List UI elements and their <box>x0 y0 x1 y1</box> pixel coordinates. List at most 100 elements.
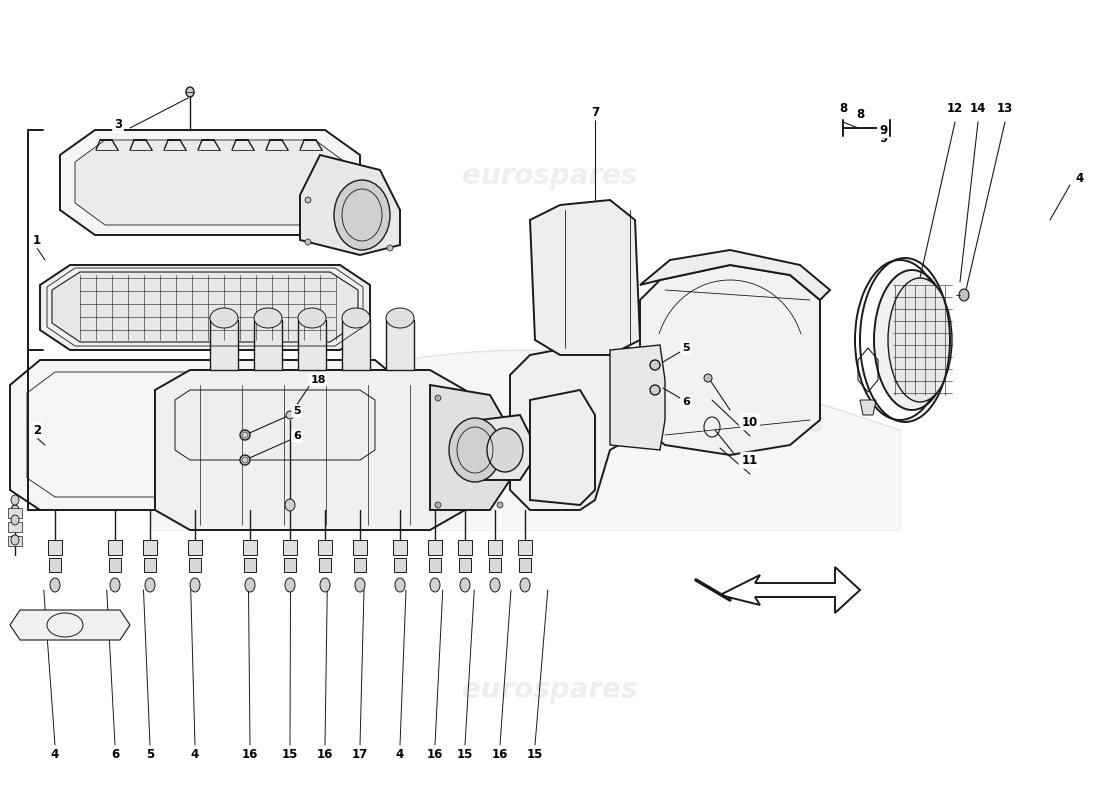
Polygon shape <box>393 540 407 555</box>
Polygon shape <box>143 540 157 555</box>
Text: 15: 15 <box>282 749 298 762</box>
Ellipse shape <box>186 87 194 97</box>
Ellipse shape <box>11 535 19 545</box>
Polygon shape <box>480 415 530 480</box>
Polygon shape <box>8 508 22 518</box>
Polygon shape <box>109 558 121 572</box>
Polygon shape <box>342 320 370 370</box>
Text: 4: 4 <box>191 749 199 762</box>
Ellipse shape <box>888 278 952 402</box>
Polygon shape <box>210 320 238 370</box>
Text: 15: 15 <box>456 749 473 762</box>
Polygon shape <box>318 540 332 555</box>
Ellipse shape <box>434 502 441 508</box>
Ellipse shape <box>240 430 250 440</box>
Polygon shape <box>518 540 532 555</box>
Text: 2: 2 <box>33 423 41 437</box>
Polygon shape <box>50 558 60 572</box>
Ellipse shape <box>210 308 238 328</box>
Text: 6: 6 <box>111 749 119 762</box>
Polygon shape <box>430 385 510 510</box>
Ellipse shape <box>704 374 712 382</box>
Polygon shape <box>300 155 400 255</box>
Ellipse shape <box>50 578 60 592</box>
Text: 11: 11 <box>741 454 758 466</box>
Text: 16: 16 <box>427 749 443 762</box>
Polygon shape <box>75 140 345 225</box>
Text: eurospares: eurospares <box>462 676 638 704</box>
Ellipse shape <box>650 360 660 370</box>
Ellipse shape <box>959 289 969 301</box>
Polygon shape <box>428 540 442 555</box>
Text: eurospares: eurospares <box>462 162 638 190</box>
Text: 5: 5 <box>682 343 690 353</box>
Polygon shape <box>10 360 405 510</box>
Ellipse shape <box>11 535 19 545</box>
Text: 10: 10 <box>741 415 758 429</box>
Polygon shape <box>458 540 472 555</box>
Polygon shape <box>530 390 595 505</box>
Ellipse shape <box>298 308 326 328</box>
Polygon shape <box>155 370 465 530</box>
Polygon shape <box>189 558 201 572</box>
Ellipse shape <box>874 270 950 410</box>
Text: 17: 17 <box>352 749 368 762</box>
Polygon shape <box>298 320 326 370</box>
Polygon shape <box>175 390 375 460</box>
Ellipse shape <box>497 502 503 508</box>
Polygon shape <box>459 558 471 572</box>
Polygon shape <box>48 540 62 555</box>
Polygon shape <box>394 558 406 572</box>
Ellipse shape <box>285 499 295 511</box>
Polygon shape <box>8 522 22 532</box>
Text: 13: 13 <box>997 102 1013 114</box>
Text: 7: 7 <box>591 106 600 118</box>
Ellipse shape <box>650 385 660 395</box>
Ellipse shape <box>490 578 500 592</box>
Text: 15: 15 <box>527 749 543 762</box>
Text: 8: 8 <box>839 102 847 114</box>
Polygon shape <box>188 540 202 555</box>
Polygon shape <box>244 558 256 572</box>
Polygon shape <box>284 558 296 572</box>
Ellipse shape <box>449 418 500 482</box>
Text: 4: 4 <box>51 749 59 762</box>
Polygon shape <box>386 320 414 370</box>
Text: 9: 9 <box>879 131 887 145</box>
Ellipse shape <box>305 197 311 203</box>
Ellipse shape <box>342 308 370 328</box>
Polygon shape <box>860 400 876 415</box>
Polygon shape <box>510 340 660 510</box>
Text: 1: 1 <box>33 234 41 246</box>
Text: 16: 16 <box>492 749 508 762</box>
Ellipse shape <box>305 239 311 245</box>
Ellipse shape <box>190 578 200 592</box>
Text: 4: 4 <box>1076 171 1085 185</box>
Ellipse shape <box>110 578 120 592</box>
Ellipse shape <box>334 180 390 250</box>
Text: eurospares: eurospares <box>649 410 825 438</box>
Ellipse shape <box>285 578 295 592</box>
Ellipse shape <box>254 308 282 328</box>
Polygon shape <box>60 130 360 235</box>
Ellipse shape <box>320 578 330 592</box>
Polygon shape <box>52 272 358 342</box>
Ellipse shape <box>11 505 19 515</box>
Text: 16: 16 <box>242 749 258 762</box>
Polygon shape <box>243 540 257 555</box>
Text: 12: 12 <box>947 102 964 114</box>
Text: 3: 3 <box>114 118 122 131</box>
Text: 16: 16 <box>317 749 333 762</box>
Ellipse shape <box>487 428 522 472</box>
Polygon shape <box>488 540 502 555</box>
Ellipse shape <box>430 578 440 592</box>
Polygon shape <box>610 345 665 450</box>
Polygon shape <box>353 540 367 555</box>
Text: 6: 6 <box>293 431 301 441</box>
Text: 10: 10 <box>740 415 756 425</box>
Polygon shape <box>530 200 640 355</box>
Polygon shape <box>354 558 366 572</box>
Polygon shape <box>319 558 331 572</box>
Polygon shape <box>10 610 130 640</box>
Text: 11: 11 <box>740 457 756 467</box>
